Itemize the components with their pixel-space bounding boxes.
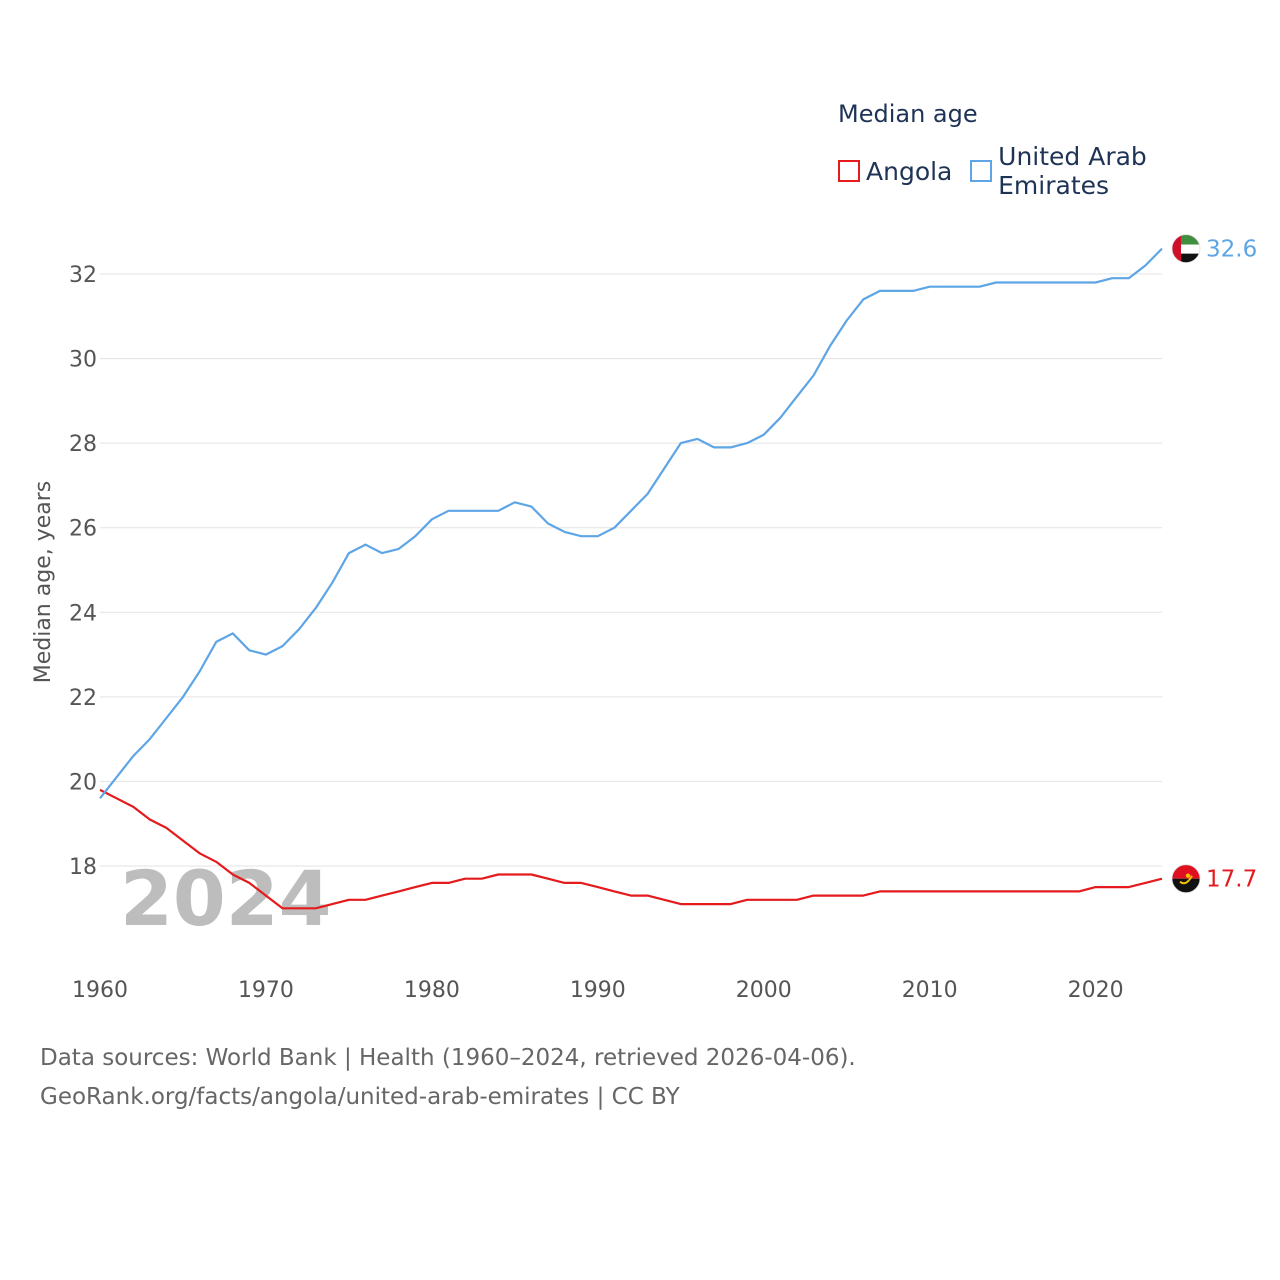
end-value-label-united-arab-emirates: 32.6 [1206,237,1257,263]
legend-label-uae: United Arab Emirates [998,142,1147,200]
y-tick-label-28: 28 [69,432,97,457]
end-value-label-angola: 17.7 [1206,867,1257,893]
series-line-angola [99,788,1163,910]
y-tick-label-22: 22 [69,686,97,711]
y-axis-ticks: 18 20 22 24 26 28 30 32 [69,263,97,880]
x-tick-label-1970: 1970 [238,978,294,1003]
legend-swatch-uae [970,160,993,182]
series-line-united-arab-emirates [99,247,1163,799]
x-tick-label-2020: 2020 [1068,978,1124,1003]
legend-title: Median age [838,100,978,128]
x-tick-label-1960: 1960 [72,978,128,1003]
legend-label-angola: Angola [866,156,953,186]
year-watermark: 2024 [120,854,332,943]
legend-item-uae[interactable]: United Arab Emirates [970,142,1262,200]
y-tick-label-20: 20 [69,770,97,795]
legend: Angola United Arab Emirates [838,142,1280,200]
end-markers: 17.7 32.6 [1171,234,1257,894]
y-tick-label-24: 24 [69,601,97,626]
gridlines [100,273,1162,867]
x-tick-label-1980: 1980 [404,978,460,1003]
x-tick-label-2010: 2010 [902,978,958,1003]
y-axis-title: Median age, years [31,481,56,684]
x-tick-label-2000: 2000 [736,978,792,1003]
flag-marker-united-arab-emirates [1171,234,1201,264]
y-tick-label-32: 32 [69,263,97,288]
footer-sources: Data sources: World Bank | Health (1960–… [40,1045,856,1071]
legend-item-angola[interactable]: Angola [838,157,952,186]
x-tick-label-1990: 1990 [570,978,626,1003]
legend-swatch-angola [838,160,860,182]
y-tick-label-18: 18 [69,855,97,880]
y-tick-label-26: 26 [69,517,97,542]
series-lines [99,247,1163,910]
x-axis-ticks: 1960 1970 1980 1990 2000 2010 2020 [72,978,1124,1003]
line-chart: 18 20 22 24 26 28 30 32 1960 1970 1980 1990 2000 201… [31,234,1257,1003]
flag-marker-angola [1171,864,1201,894]
footer-link[interactable]: GeoRank.org/facts/angola/united-arab-emi… [40,1084,680,1110]
y-tick-label-30: 30 [69,348,97,373]
